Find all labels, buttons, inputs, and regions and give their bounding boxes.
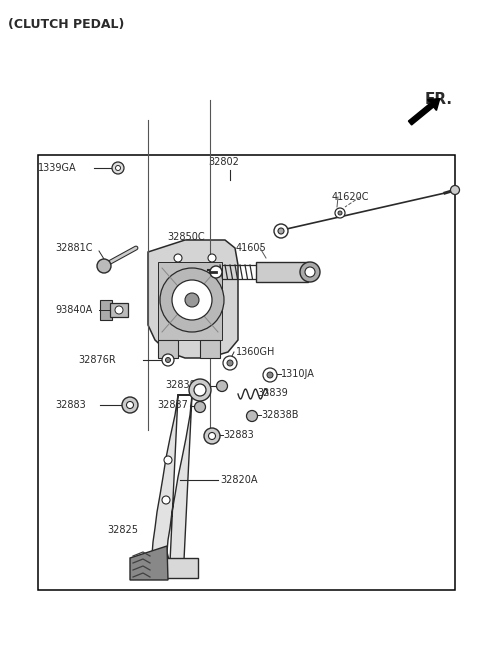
Circle shape	[160, 268, 224, 332]
Circle shape	[263, 368, 277, 382]
Circle shape	[274, 224, 288, 238]
Circle shape	[162, 354, 174, 366]
Text: 32883: 32883	[223, 430, 254, 440]
Text: 93840A: 93840A	[55, 305, 92, 315]
Circle shape	[116, 165, 120, 171]
Circle shape	[194, 384, 206, 396]
Circle shape	[223, 356, 237, 370]
Text: FR.: FR.	[425, 92, 453, 108]
Text: 32850C: 32850C	[167, 232, 204, 242]
Bar	[100, 300, 112, 320]
Polygon shape	[148, 240, 238, 358]
Polygon shape	[152, 395, 192, 562]
Text: 32876R: 32876R	[78, 355, 116, 365]
Circle shape	[335, 208, 345, 218]
Circle shape	[122, 397, 138, 413]
Circle shape	[208, 254, 216, 262]
Circle shape	[162, 496, 170, 504]
Text: 32820A: 32820A	[220, 475, 257, 485]
Bar	[110, 303, 128, 317]
Circle shape	[208, 432, 216, 440]
Circle shape	[115, 306, 123, 314]
Circle shape	[172, 280, 212, 320]
Circle shape	[112, 162, 124, 174]
Polygon shape	[158, 262, 222, 340]
Circle shape	[305, 267, 315, 277]
Text: 41620C: 41620C	[332, 192, 370, 202]
Circle shape	[300, 262, 320, 282]
Text: 32839: 32839	[257, 388, 288, 398]
Text: 1339GA: 1339GA	[38, 163, 77, 173]
Text: 32802: 32802	[208, 157, 239, 167]
Circle shape	[451, 186, 459, 194]
Bar	[256, 262, 308, 282]
Circle shape	[194, 401, 205, 413]
Circle shape	[166, 358, 170, 363]
Circle shape	[210, 266, 222, 278]
Text: 1360GH: 1360GH	[236, 347, 276, 357]
Bar	[200, 340, 220, 358]
Circle shape	[204, 428, 220, 444]
Text: 32837: 32837	[157, 400, 188, 410]
Text: 32883: 32883	[55, 400, 86, 410]
Circle shape	[278, 228, 284, 234]
Text: 32838B: 32838B	[261, 410, 299, 420]
Circle shape	[164, 456, 172, 464]
Circle shape	[185, 293, 199, 307]
Circle shape	[174, 254, 182, 262]
Text: 32825: 32825	[107, 525, 138, 535]
Circle shape	[216, 380, 228, 392]
Text: 41605: 41605	[236, 243, 267, 253]
Circle shape	[189, 379, 211, 401]
Text: 32838B: 32838B	[165, 380, 203, 390]
Circle shape	[338, 211, 342, 215]
FancyArrow shape	[408, 98, 440, 125]
Polygon shape	[130, 546, 168, 580]
Text: (CLUTCH PEDAL): (CLUTCH PEDAL)	[8, 18, 124, 31]
Text: 32881C: 32881C	[55, 243, 93, 253]
Circle shape	[227, 360, 233, 366]
Text: 1310JA: 1310JA	[281, 369, 315, 379]
Bar	[158, 340, 178, 358]
Bar	[38, 155, 455, 590]
Polygon shape	[145, 558, 198, 578]
Circle shape	[247, 411, 257, 422]
Circle shape	[267, 372, 273, 378]
Circle shape	[127, 401, 133, 409]
Circle shape	[97, 259, 111, 273]
